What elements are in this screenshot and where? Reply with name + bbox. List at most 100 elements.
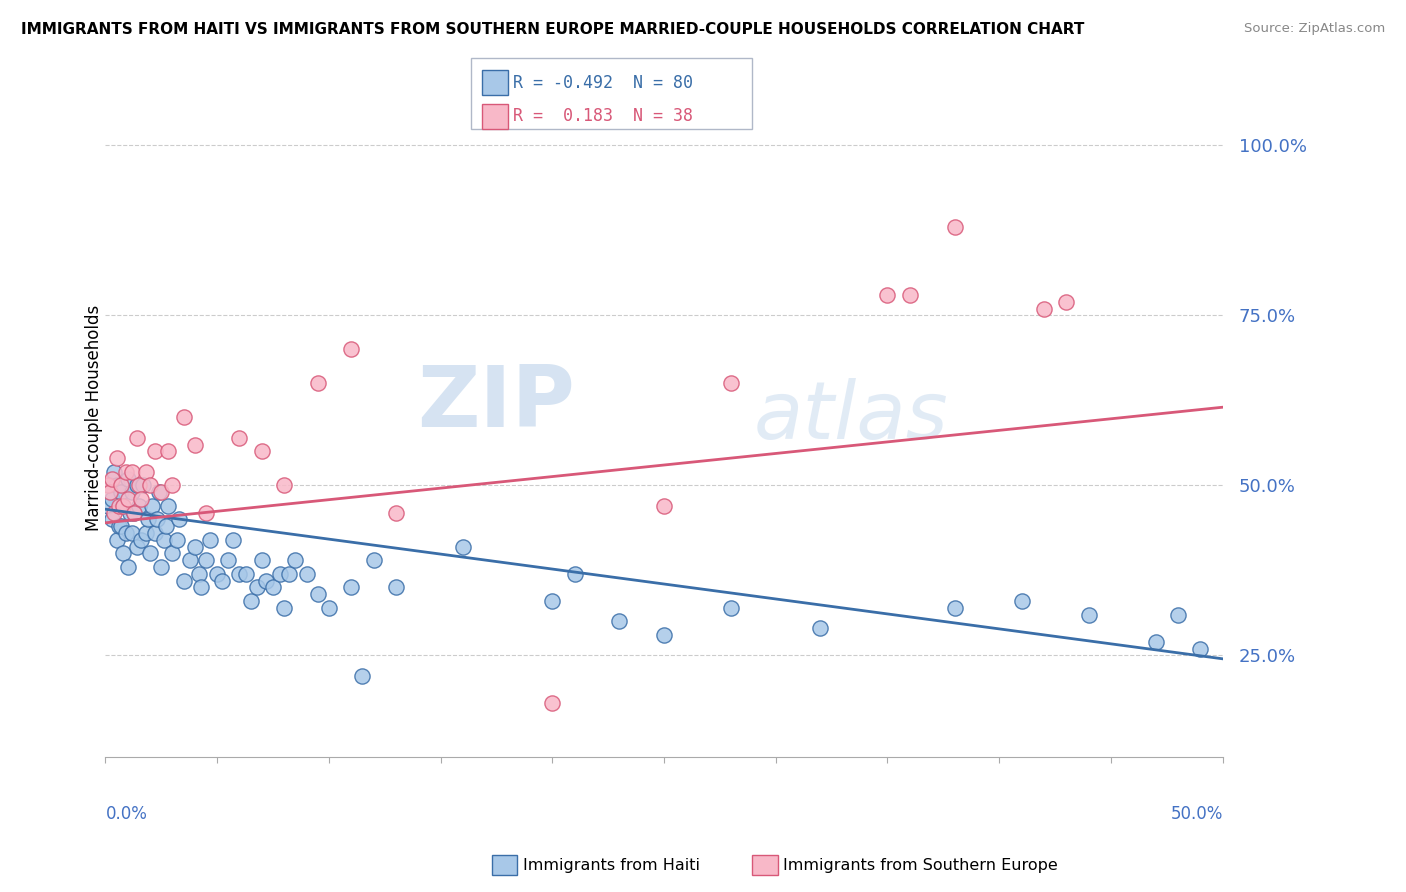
Point (101, 472, 124, 486)
Point (1167, 607, 1189, 622)
Point (200, 533, 222, 547)
Point (273, 600, 295, 615)
Point (254, 574, 277, 588)
Point (720, 376, 742, 391)
Point (239, 594, 262, 608)
Point (273, 478, 295, 492)
Point (135, 526, 157, 541)
Point (150, 485, 173, 500)
Point (136, 512, 159, 526)
Point (217, 553, 239, 567)
Point (385, 581, 408, 595)
Point (112, 499, 135, 513)
Point (108, 499, 131, 513)
Point (108, 519, 131, 533)
Point (720, 600, 742, 615)
Point (162, 478, 184, 492)
Point (222, 533, 245, 547)
Point (269, 566, 291, 581)
Point (121, 465, 143, 479)
Point (110, 519, 132, 533)
Point (184, 437, 207, 451)
Point (128, 499, 150, 513)
Point (135, 465, 157, 479)
Point (132, 478, 155, 492)
Point (121, 485, 143, 500)
Point (105, 451, 128, 466)
Text: 50.0%: 50.0% (1170, 805, 1223, 823)
Point (277, 566, 299, 581)
Point (117, 472, 139, 486)
Point (898, 288, 921, 302)
Point (184, 540, 207, 554)
Point (943, 600, 966, 615)
Point (129, 533, 152, 547)
Point (194, 506, 217, 520)
Point (190, 581, 212, 595)
Point (340, 581, 363, 595)
Point (451, 540, 474, 554)
Point (148, 485, 170, 500)
Point (810, 621, 832, 635)
Point (205, 566, 228, 581)
Point (307, 376, 329, 391)
Point (141, 499, 163, 513)
Point (139, 546, 162, 560)
Point (1189, 641, 1212, 656)
Point (98, 485, 121, 500)
Text: Immigrants from Southern Europe: Immigrants from Southern Europe (783, 858, 1057, 872)
Point (97, 499, 120, 513)
Text: Source: ZipAtlas.com: Source: ZipAtlas.com (1244, 22, 1385, 36)
Point (250, 444, 273, 458)
Point (146, 512, 169, 526)
Point (150, 560, 173, 574)
Point (1077, 607, 1099, 622)
Text: atlas: atlas (754, 378, 948, 457)
Point (103, 506, 125, 520)
Point (114, 526, 136, 541)
Point (152, 533, 174, 547)
Point (156, 499, 179, 513)
Point (117, 491, 139, 506)
Point (143, 444, 166, 458)
Text: R = -0.492  N = 80: R = -0.492 N = 80 (513, 74, 693, 92)
Point (228, 566, 250, 581)
Point (139, 478, 162, 492)
Point (156, 444, 179, 458)
Point (262, 581, 284, 595)
Point (173, 574, 195, 588)
Point (110, 478, 132, 492)
Point (295, 566, 318, 581)
Point (114, 465, 136, 479)
Point (112, 546, 135, 560)
Point (173, 410, 195, 425)
Point (125, 478, 148, 492)
Point (143, 526, 166, 541)
Point (162, 546, 184, 560)
Point (166, 533, 188, 547)
Point (1032, 301, 1054, 316)
Point (1144, 635, 1167, 649)
Point (250, 553, 273, 567)
Point (155, 519, 177, 533)
Point (128, 478, 150, 492)
Point (125, 540, 148, 554)
Text: IMMIGRANTS FROM HAITI VS IMMIGRANTS FROM SOUTHERN EUROPE MARRIED-COUPLE HOUSEHOL: IMMIGRANTS FROM HAITI VS IMMIGRANTS FROM… (21, 22, 1084, 37)
Text: ZIP: ZIP (418, 362, 575, 445)
Point (1054, 294, 1077, 309)
Point (188, 566, 211, 581)
Point (118, 506, 141, 520)
Point (124, 506, 146, 520)
Point (876, 288, 898, 302)
Point (943, 220, 966, 235)
Point (246, 581, 269, 595)
Point (105, 533, 128, 547)
Point (340, 343, 363, 357)
Point (103, 465, 125, 479)
Point (385, 506, 408, 520)
Point (125, 431, 148, 445)
Point (97, 478, 120, 492)
Text: Immigrants from Haiti: Immigrants from Haiti (523, 858, 700, 872)
Point (1011, 594, 1033, 608)
Point (110, 485, 132, 500)
